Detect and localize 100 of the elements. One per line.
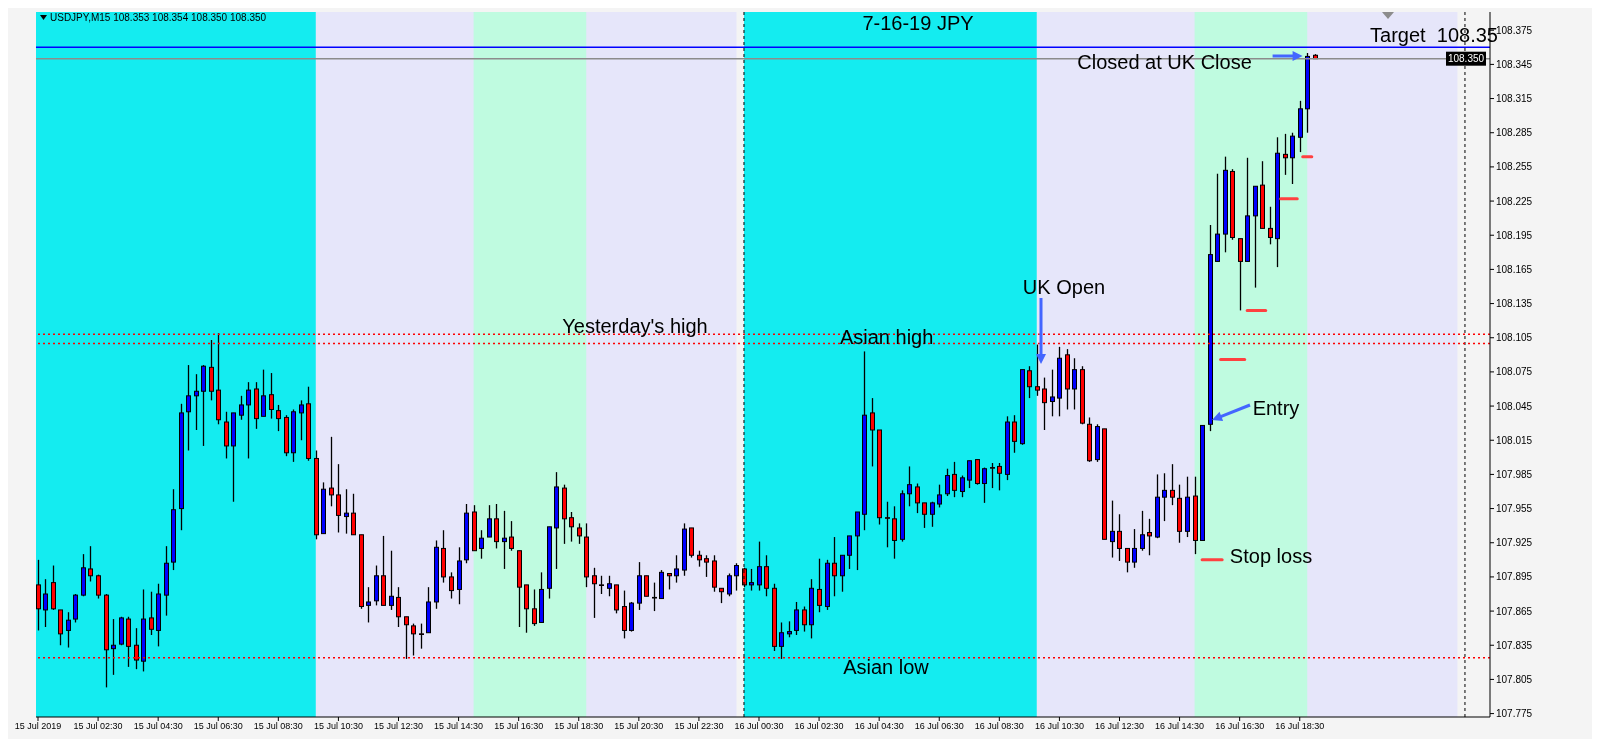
candlestick bbox=[892, 505, 897, 560]
x-tick-label: 15 Jul 16:30 bbox=[494, 721, 544, 732]
x-tick-label: 16 Jul 04:30 bbox=[854, 721, 904, 732]
candlestick bbox=[734, 562, 739, 592]
candlestick bbox=[224, 411, 229, 460]
candlestick bbox=[982, 466, 987, 504]
y-tick-label: 108.195 bbox=[1496, 229, 1533, 241]
y-tick-label: 108.255 bbox=[1496, 161, 1533, 173]
candlestick bbox=[997, 462, 1002, 491]
candlestick bbox=[1268, 206, 1273, 245]
candlestick bbox=[336, 463, 341, 534]
candlestick bbox=[261, 368, 266, 417]
candlestick bbox=[802, 605, 807, 633]
y-tick-label: 108.225 bbox=[1496, 195, 1533, 207]
chart-subtitle: USDJPY,M15 108.353 108.354 108.350 108.350 bbox=[50, 12, 267, 23]
y-tick-label: 107.835 bbox=[1496, 639, 1533, 651]
candlestick bbox=[58, 609, 63, 646]
candlestick bbox=[36, 559, 41, 632]
candlestick bbox=[502, 510, 507, 570]
y-tick-label: 107.955 bbox=[1496, 503, 1533, 515]
candlestick bbox=[487, 504, 492, 538]
x-tick-label: 16 Jul 16:30 bbox=[1215, 721, 1265, 732]
candlestick bbox=[1027, 365, 1032, 399]
annotation: Closed at UK Close bbox=[1077, 51, 1252, 74]
x-tick-label: 16 Jul 06:30 bbox=[914, 721, 964, 732]
candlestick bbox=[276, 404, 281, 432]
x-tick-label: 16 Jul 12:30 bbox=[1094, 721, 1145, 732]
y-tick-label: 107.895 bbox=[1496, 571, 1533, 583]
candlestick bbox=[1050, 368, 1055, 417]
candlestick bbox=[1147, 518, 1152, 556]
x-tick-label: 15 Jul 08:30 bbox=[253, 721, 303, 732]
candlestick bbox=[592, 567, 597, 619]
candlestick bbox=[509, 520, 514, 552]
candlestick bbox=[794, 601, 799, 636]
y-tick-label: 108.375 bbox=[1496, 24, 1533, 36]
candlestick bbox=[479, 529, 484, 560]
candlestick bbox=[952, 461, 957, 498]
candlestick bbox=[607, 575, 612, 597]
candlestick bbox=[344, 488, 349, 535]
x-tick-label: 15 Jul 18:30 bbox=[554, 721, 604, 732]
candlestick bbox=[907, 465, 912, 507]
candlestick bbox=[840, 554, 845, 593]
candlestick bbox=[674, 554, 679, 584]
annotation: Asian high bbox=[839, 325, 934, 348]
candlestick bbox=[1290, 132, 1295, 185]
x-tick-label: 16 Jul 10:30 bbox=[1034, 721, 1084, 732]
candlestick bbox=[186, 364, 191, 452]
x-tick-label: 15 Jul 10:30 bbox=[313, 721, 363, 732]
candlestick bbox=[960, 474, 965, 498]
candlestick bbox=[396, 586, 401, 628]
x-tick-label: 16 Jul 08:30 bbox=[974, 721, 1024, 732]
candlestick bbox=[73, 593, 78, 624]
x-tick-label: 15 Jul 22:30 bbox=[674, 721, 724, 732]
candlestick bbox=[727, 572, 732, 597]
candlestick bbox=[149, 591, 154, 636]
candlestick bbox=[779, 621, 784, 660]
y-tick-label: 108.285 bbox=[1496, 127, 1533, 139]
candlestick bbox=[494, 503, 499, 550]
y-tick-label: 108.045 bbox=[1496, 400, 1533, 412]
candlestick bbox=[764, 554, 769, 597]
candlestick bbox=[43, 578, 48, 628]
candlestick bbox=[1012, 414, 1017, 454]
y-tick-label: 107.865 bbox=[1496, 605, 1533, 617]
candlestick bbox=[945, 468, 950, 497]
candlestick bbox=[1283, 133, 1288, 176]
annotation: Entry bbox=[1252, 397, 1300, 419]
candlestick bbox=[577, 522, 582, 545]
candlestick bbox=[411, 622, 416, 657]
candlestick bbox=[239, 395, 244, 421]
candlestick bbox=[885, 501, 890, 548]
x-tick-label: 16 Jul 18:30 bbox=[1275, 721, 1325, 732]
candlestick bbox=[88, 545, 93, 583]
candlestick bbox=[622, 589, 627, 640]
candlestick bbox=[449, 571, 454, 600]
annotation: UK Open bbox=[1022, 276, 1106, 298]
candlestick bbox=[1132, 528, 1137, 569]
x-tick-label: 15 Jul 04:30 bbox=[133, 721, 183, 732]
candlestick bbox=[847, 535, 852, 570]
candlestick bbox=[194, 373, 199, 431]
candlestick bbox=[532, 588, 537, 627]
candlestick bbox=[389, 550, 394, 611]
y-tick-label: 108.345 bbox=[1496, 58, 1533, 70]
x-tick-label: 15 Jul 14:30 bbox=[434, 721, 484, 732]
annotation: Asian low bbox=[843, 656, 929, 678]
candlestick bbox=[749, 568, 754, 592]
candlestick bbox=[1238, 238, 1243, 312]
candlestick bbox=[419, 622, 424, 650]
y-tick-label: 108.315 bbox=[1496, 93, 1533, 105]
candlestick bbox=[975, 458, 980, 486]
candlestick bbox=[832, 536, 837, 597]
candlestick bbox=[855, 511, 860, 571]
candlestick bbox=[599, 575, 604, 595]
candlestick bbox=[569, 511, 574, 543]
y-tick-label: 108.075 bbox=[1496, 366, 1533, 378]
candlestick bbox=[246, 381, 251, 460]
y-tick-label: 108.105 bbox=[1496, 332, 1533, 344]
candlestick bbox=[299, 399, 304, 441]
annotation: Target 108.35 bbox=[1370, 24, 1498, 46]
candlestick bbox=[967, 460, 972, 489]
annotation: Yesterday's high bbox=[562, 315, 708, 337]
